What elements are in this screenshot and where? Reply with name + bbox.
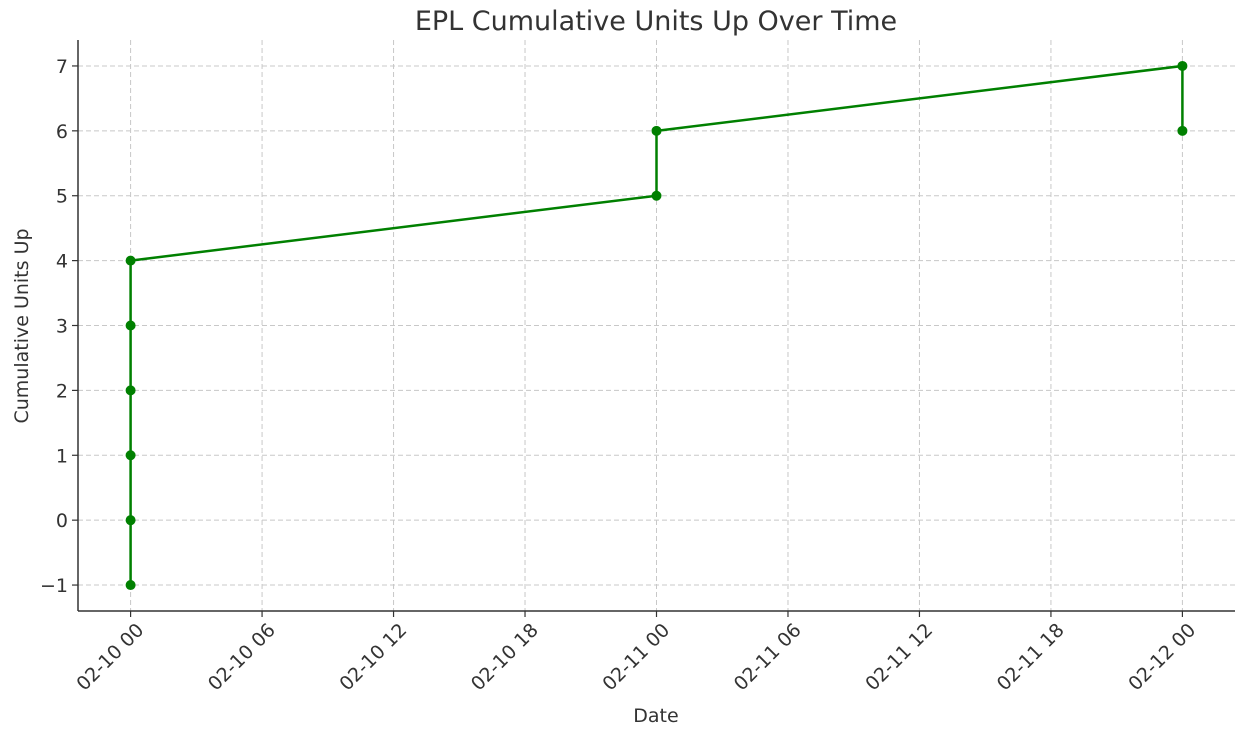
x-tick-label: 02-11 06 [730,619,806,695]
point [1177,60,1188,71]
y-tick-label: 1 [56,445,68,467]
y-tick-label: 7 [56,56,68,78]
chart-title: EPL Cumulative Units Up Over Time [415,6,897,37]
y-tick-label: 4 [56,251,68,273]
line [129,64,1184,586]
x-tick-label: 02-10 06 [204,619,280,695]
point [125,255,136,266]
point [1177,125,1188,136]
y-tick-label: 6 [56,121,68,143]
y-axis-label: Cumulative Units Up [11,228,33,423]
x-tick-label: 02-11 00 [598,619,674,695]
point [125,515,136,526]
x-tick-label: 02-11 18 [993,619,1069,695]
point [125,385,136,396]
y-tick-label: 3 [56,316,68,338]
x-tick-label: 02-10 18 [467,619,543,695]
x-tick-label: 02-10 00 [72,619,148,695]
y-tick-label: 0 [56,510,68,532]
x-tick-label: 02-12 00 [1124,619,1200,695]
x-tick-label: 02-10 12 [335,619,411,695]
y-tick-label: 5 [56,186,68,208]
point [651,125,662,136]
y-tick-label: −1 [40,575,68,597]
point [125,450,136,461]
point [125,320,136,331]
x-tick-label: 02-11 12 [861,619,937,695]
x-axis-label: Date [633,705,678,727]
point [651,190,662,201]
point [125,580,136,591]
y-tick-label: 2 [56,380,68,402]
